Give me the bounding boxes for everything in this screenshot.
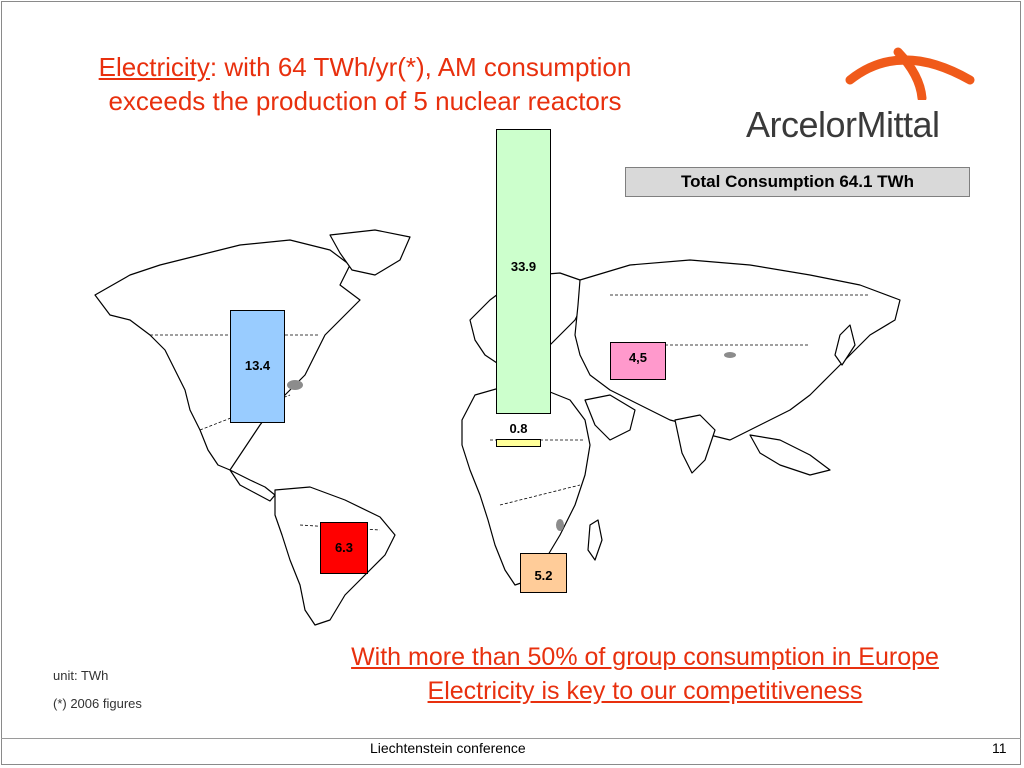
label-north-america: 13.4	[244, 358, 271, 373]
label-south-africa: 5.2	[534, 568, 553, 583]
footer-title: Liechtenstein conference	[370, 740, 526, 756]
conclusion-line2: Electricity is key to our competitivenes…	[427, 677, 863, 705]
arcelormittal-logo-icon	[845, 47, 975, 100]
footer-divider	[1, 738, 1021, 739]
arabia-shape	[584, 394, 636, 441]
bar-south-america	[320, 522, 368, 574]
japan-shape	[834, 324, 856, 366]
madagascar-shape	[587, 519, 603, 561]
india-shape	[674, 414, 716, 474]
greenland-shape	[329, 229, 411, 276]
label-north-africa: 0.8	[509, 421, 528, 436]
slide-title: Electricity: with 64 TWh/yr(*), AM consu…	[40, 50, 690, 118]
unit-note: unit: TWh	[53, 668, 109, 683]
central-america-shape	[229, 469, 276, 502]
asia-shape	[574, 259, 901, 441]
conclusion-text: With more than 50% of group consumption …	[290, 640, 1000, 708]
total-consumption-box: Total Consumption 64.1 TWh	[625, 167, 970, 197]
southeast-asia-shape	[749, 434, 831, 476]
conclusion-line1: With more than 50% of group consumption …	[351, 643, 939, 671]
year-note: (*) 2006 figures	[53, 696, 142, 711]
page-number: 11	[992, 740, 1007, 756]
bar-north-america	[230, 310, 285, 423]
world-map	[94, 229, 901, 626]
bar-cis	[610, 342, 666, 380]
title-line2: exceeds the production of 5 nuclear reac…	[108, 86, 622, 116]
bar-north-africa	[496, 439, 541, 447]
bar-europe	[496, 129, 551, 414]
logo-text: ArcelorMittal	[746, 104, 940, 145]
title-rest: : with 64 TWh/yr(*), AM consumption	[209, 52, 632, 82]
north-america-shape	[94, 239, 361, 471]
label-cis: 4,5	[628, 350, 648, 365]
title-underlined: Electricity	[98, 52, 210, 82]
label-south-america: 6.3	[334, 540, 354, 555]
bar-south-africa	[520, 553, 567, 593]
label-europe: 33.9	[510, 259, 537, 274]
